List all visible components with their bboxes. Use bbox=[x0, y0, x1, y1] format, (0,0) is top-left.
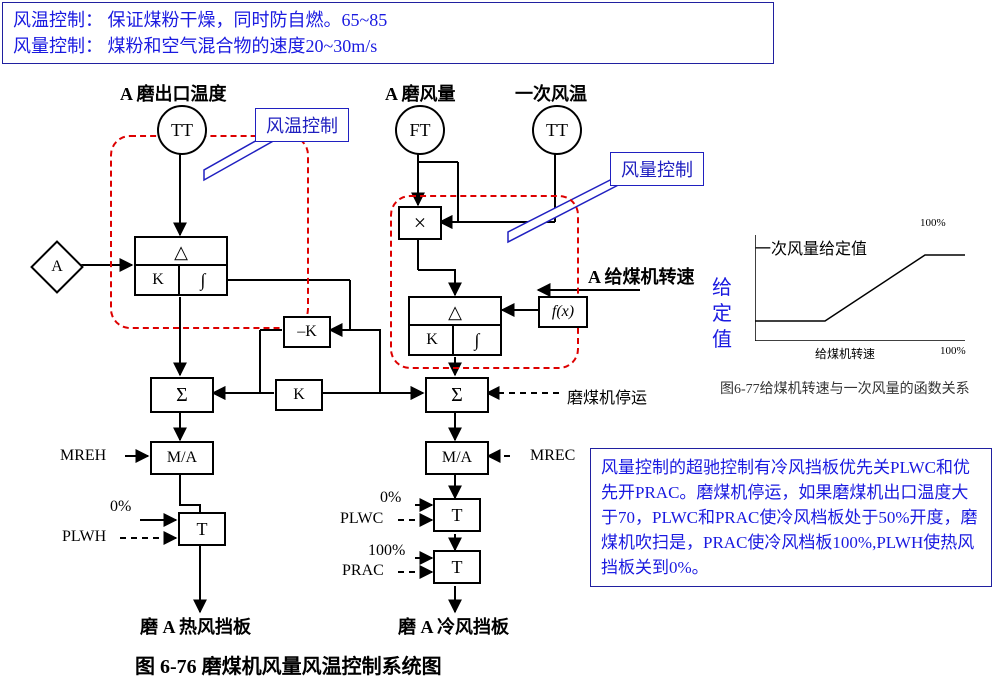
info-line-1: 风温控制： 保证煤粉干燥，同时防自燃。65~85 bbox=[13, 7, 763, 33]
cold-baffle-label: 磨 A 冷风挡板 bbox=[398, 613, 509, 639]
info-2-prefix: 风量控制： bbox=[13, 36, 103, 56]
chart-ytop: 100% bbox=[920, 217, 946, 229]
ma-right: M/A bbox=[425, 441, 489, 475]
sensor-TT-right: TT bbox=[532, 105, 582, 155]
MREC-label: MREC bbox=[530, 447, 575, 465]
info-1-prefix: 风温控制： bbox=[13, 10, 103, 30]
info-2-rest: 煤粉和空气混合物的速度20~30m/s bbox=[108, 36, 378, 56]
info-1-rest: 保证煤粉干燥，同时防自燃。65~85 bbox=[108, 10, 388, 30]
region-temp-control bbox=[110, 135, 309, 329]
override-note-box: 风量控制的超驰控制有冷风挡板优先关PLWC和优先开PRAC。磨煤机停运，如果磨煤… bbox=[590, 448, 992, 587]
fx-box: f(x) bbox=[538, 296, 588, 328]
label-A-outlet-temp: A 磨出口温度 bbox=[120, 80, 227, 106]
setpoint-vertical: 给定值 bbox=[710, 275, 734, 353]
sensor-FT: FT bbox=[395, 105, 445, 155]
sigma-left: Σ bbox=[150, 377, 214, 413]
override-note-text: 风量控制的超驰控制有冷风挡板优先关PLWC和优先开PRAC。磨煤机停运，如果磨煤… bbox=[601, 458, 978, 577]
hot-baffle-label: 磨 A 热风挡板 bbox=[140, 613, 251, 639]
pct0-left: 0% bbox=[110, 498, 131, 516]
multiplier: × bbox=[398, 206, 442, 240]
chart-caption: 图6-77给煤机转速与一次风量的函数关系 bbox=[720, 378, 970, 398]
sigma-right: Σ bbox=[425, 377, 489, 413]
info-line-2: 风量控制： 煤粉和空气混合物的速度20~30m/s bbox=[13, 33, 763, 59]
top-info-box: 风温控制： 保证煤粉干燥，同时防自燃。65~85 风量控制： 煤粉和空气混合物的… bbox=[2, 2, 774, 64]
chart-svg bbox=[755, 235, 965, 341]
chart-wrapper: 100% 一次风量给定值 给煤机转速 100% bbox=[755, 235, 980, 375]
pid-left-K: K bbox=[134, 264, 182, 296]
pct100-right: 100% bbox=[368, 542, 405, 560]
pid-left-int: ∫ bbox=[178, 264, 228, 296]
figure-caption: 图 6-76 磨煤机风量风温控制系统图 bbox=[135, 650, 442, 679]
chart-xright: 100% bbox=[940, 345, 966, 357]
label-A-feeder-speed: A 给煤机转速 bbox=[588, 263, 695, 289]
pid-right-K: K bbox=[408, 324, 456, 356]
pid-left: △ K ∫ bbox=[134, 236, 228, 296]
T-right-2: T bbox=[433, 550, 481, 584]
pct0-right: 0% bbox=[380, 489, 401, 507]
MREH-label: MREH bbox=[60, 447, 106, 465]
PLWC-label: PLWC bbox=[340, 510, 383, 528]
sensor-TT-left: TT bbox=[157, 105, 207, 155]
pid-right: △ K ∫ bbox=[408, 296, 502, 356]
label-primary-air-temp: 一次风温 bbox=[515, 80, 587, 106]
T-left: T bbox=[178, 512, 226, 546]
K-box: K bbox=[275, 379, 323, 411]
label-mill-stop: 磨煤机停运 bbox=[567, 384, 647, 408]
PLWH-label: PLWH bbox=[62, 528, 106, 546]
ma-left: M/A bbox=[150, 441, 214, 475]
chart-area bbox=[755, 235, 965, 341]
diamond-A-label: A bbox=[40, 250, 74, 284]
PRAC-label: PRAC bbox=[342, 562, 384, 580]
minusK-box: –K bbox=[283, 316, 331, 348]
callout-wind-flow: 风量控制 bbox=[610, 152, 704, 186]
callout-wind-temp: 风温控制 bbox=[255, 108, 349, 142]
chart-xlabel: 给煤机转速 bbox=[815, 345, 875, 362]
T-right-1: T bbox=[433, 498, 481, 532]
diagram-canvas: { "topBox": { "line1_prefix": "风温控制：", "… bbox=[0, 0, 1000, 679]
label-A-mill-air: A 磨风量 bbox=[385, 80, 456, 106]
diamond-A-setpoint: A bbox=[30, 240, 84, 294]
pid-right-int: ∫ bbox=[452, 324, 502, 356]
